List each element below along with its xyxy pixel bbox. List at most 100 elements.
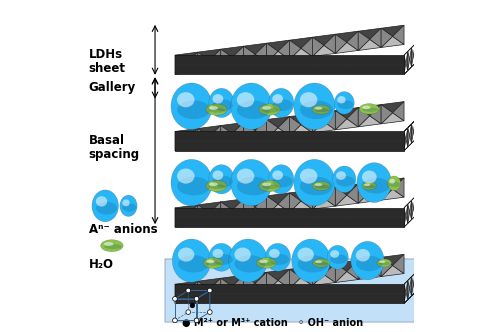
Text: Aⁿ⁻ anions: Aⁿ⁻ anions (89, 222, 157, 236)
Polygon shape (404, 208, 406, 227)
Ellipse shape (265, 243, 291, 271)
Polygon shape (408, 128, 410, 147)
Polygon shape (423, 281, 427, 285)
Polygon shape (423, 113, 425, 132)
Ellipse shape (337, 96, 346, 104)
Polygon shape (419, 117, 421, 136)
Ellipse shape (333, 166, 356, 193)
Polygon shape (430, 274, 434, 277)
Polygon shape (165, 259, 447, 322)
Polygon shape (358, 40, 381, 50)
Polygon shape (427, 277, 430, 281)
Ellipse shape (229, 239, 267, 282)
Ellipse shape (177, 177, 210, 195)
Polygon shape (429, 29, 430, 48)
Polygon shape (301, 114, 312, 133)
Polygon shape (358, 192, 381, 203)
Polygon shape (301, 190, 312, 209)
Ellipse shape (300, 169, 317, 184)
Polygon shape (175, 208, 404, 227)
Polygon shape (408, 220, 412, 223)
Ellipse shape (213, 170, 223, 180)
Polygon shape (423, 109, 427, 113)
Ellipse shape (269, 165, 294, 194)
Text: LDHs
sheet: LDHs sheet (89, 48, 125, 75)
Polygon shape (412, 277, 413, 296)
Text: Gallery: Gallery (89, 81, 136, 95)
Polygon shape (290, 114, 312, 124)
Ellipse shape (209, 165, 234, 194)
Ellipse shape (101, 240, 123, 252)
Polygon shape (301, 266, 312, 286)
Polygon shape (175, 205, 198, 216)
Polygon shape (198, 289, 221, 300)
Ellipse shape (312, 181, 330, 191)
Polygon shape (255, 43, 266, 62)
Ellipse shape (362, 171, 376, 184)
Polygon shape (381, 25, 404, 36)
Polygon shape (324, 263, 335, 283)
Polygon shape (393, 25, 404, 44)
Polygon shape (175, 52, 198, 63)
Polygon shape (221, 49, 232, 68)
Polygon shape (290, 124, 312, 136)
Polygon shape (381, 181, 393, 200)
Polygon shape (419, 113, 423, 117)
Polygon shape (186, 281, 198, 300)
Ellipse shape (262, 183, 271, 186)
Polygon shape (404, 55, 406, 74)
Polygon shape (347, 184, 358, 203)
Ellipse shape (362, 178, 390, 194)
Polygon shape (415, 273, 417, 292)
Ellipse shape (387, 176, 401, 191)
Polygon shape (244, 46, 255, 65)
Ellipse shape (256, 258, 276, 268)
Ellipse shape (300, 100, 333, 119)
Polygon shape (312, 198, 335, 209)
Polygon shape (427, 182, 430, 185)
Polygon shape (358, 184, 370, 203)
Circle shape (190, 303, 195, 308)
Polygon shape (266, 128, 290, 139)
Polygon shape (244, 196, 266, 207)
Polygon shape (244, 283, 266, 294)
Polygon shape (381, 28, 393, 47)
Polygon shape (266, 280, 290, 291)
Polygon shape (266, 40, 290, 51)
Polygon shape (198, 128, 209, 148)
Polygon shape (432, 102, 434, 121)
Polygon shape (198, 52, 209, 71)
Ellipse shape (123, 203, 136, 212)
Polygon shape (358, 108, 370, 127)
Polygon shape (430, 25, 434, 29)
Polygon shape (175, 63, 198, 74)
Polygon shape (209, 278, 221, 297)
Ellipse shape (351, 241, 384, 280)
Ellipse shape (315, 107, 322, 110)
Polygon shape (290, 269, 301, 289)
Polygon shape (423, 52, 427, 56)
Polygon shape (358, 116, 381, 127)
Polygon shape (198, 278, 221, 289)
Polygon shape (430, 178, 434, 182)
Ellipse shape (269, 88, 294, 118)
Text: Basal
spacing: Basal spacing (89, 134, 140, 161)
Polygon shape (417, 269, 419, 289)
Circle shape (194, 318, 199, 323)
Polygon shape (370, 181, 381, 200)
Polygon shape (419, 40, 421, 59)
Polygon shape (186, 205, 198, 224)
Polygon shape (419, 189, 423, 193)
Ellipse shape (213, 254, 233, 265)
Polygon shape (175, 284, 404, 303)
Polygon shape (347, 31, 358, 50)
Polygon shape (175, 131, 404, 151)
Polygon shape (432, 254, 434, 274)
Polygon shape (410, 124, 412, 143)
Polygon shape (244, 123, 255, 142)
Polygon shape (198, 125, 221, 137)
Ellipse shape (262, 185, 279, 189)
Polygon shape (186, 128, 198, 148)
Polygon shape (335, 263, 347, 283)
Ellipse shape (269, 249, 280, 258)
